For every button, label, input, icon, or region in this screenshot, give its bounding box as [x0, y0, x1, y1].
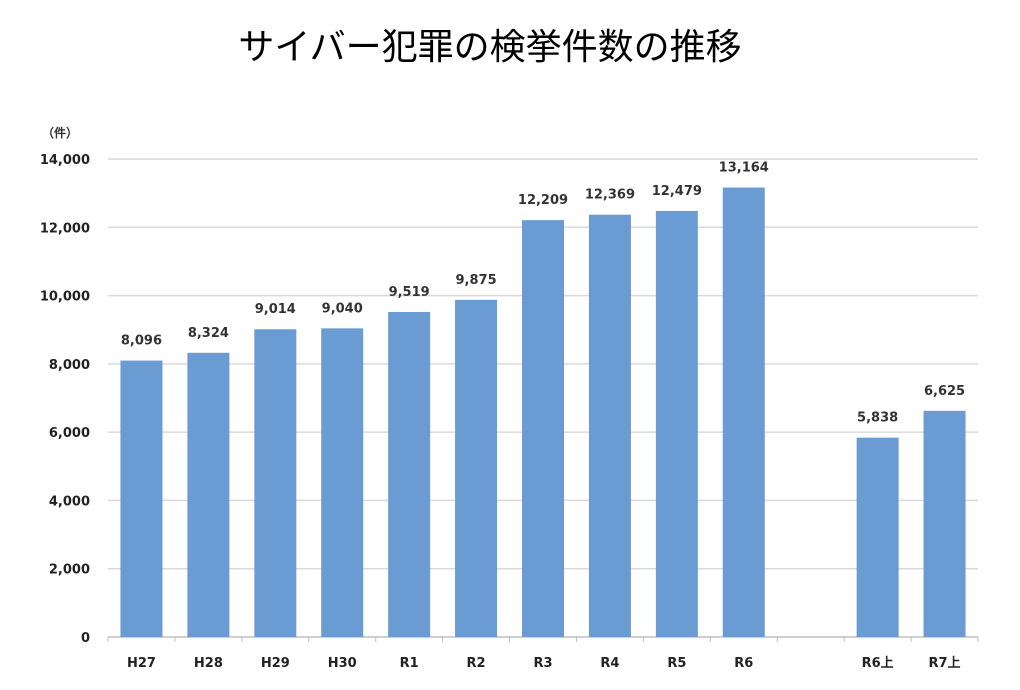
- y-tick-label: 8,000: [49, 358, 90, 373]
- data-label: 12,209: [518, 193, 568, 208]
- y-tick-label: 14,000: [40, 153, 90, 168]
- x-category-label: R5: [667, 656, 686, 671]
- bar-R3: [522, 220, 564, 638]
- data-label: 6,625: [924, 384, 965, 399]
- x-category-label: R6上: [862, 656, 894, 671]
- x-category-label: H29: [261, 656, 290, 671]
- y-tick-label: 12,000: [40, 221, 90, 236]
- x-category-label: H30: [328, 656, 357, 671]
- y-tick-label: 6,000: [49, 426, 90, 441]
- y-axis-unit-label: （件）: [42, 126, 79, 140]
- bar-R5: [655, 210, 698, 638]
- data-label: 12,479: [652, 184, 702, 199]
- bar-H29: [254, 329, 297, 637]
- y-tick-label: 0: [81, 631, 90, 646]
- bar-H30: [321, 328, 364, 637]
- chart-title: サイバー犯罪の検挙件数の推移: [238, 27, 742, 68]
- x-category-label: R3: [533, 656, 552, 671]
- bar-R4: [588, 214, 631, 637]
- data-label: 9,519: [389, 285, 430, 300]
- bar-H28: [187, 352, 230, 637]
- data-label: 9,040: [322, 301, 363, 316]
- bar-R1: [388, 311, 431, 637]
- x-category-label: R7上: [929, 656, 961, 671]
- bar-H27: [120, 360, 163, 637]
- data-label: 13,164: [719, 161, 769, 176]
- data-label: 9,875: [456, 273, 497, 288]
- bar-R6: [722, 187, 765, 637]
- x-category-label: H27: [127, 656, 156, 671]
- x-category-label: R4: [600, 656, 619, 671]
- data-label: 9,014: [255, 302, 296, 317]
- data-label: 5,838: [857, 411, 898, 426]
- data-label: 8,096: [121, 334, 162, 349]
- y-tick-label: 4,000: [49, 494, 90, 509]
- bar-R7上: [923, 410, 966, 637]
- data-label: 12,369: [585, 188, 635, 203]
- data-label: 8,324: [188, 326, 229, 341]
- x-category-label: R2: [467, 656, 486, 671]
- y-tick-label: 10,000: [40, 290, 90, 305]
- x-category-label: H28: [194, 656, 223, 671]
- y-tick-label: 2,000: [49, 563, 90, 578]
- bar-R2: [455, 299, 498, 637]
- x-category-label: R1: [400, 656, 419, 671]
- bar-R6上: [856, 437, 899, 637]
- x-category-label: R6: [734, 656, 753, 671]
